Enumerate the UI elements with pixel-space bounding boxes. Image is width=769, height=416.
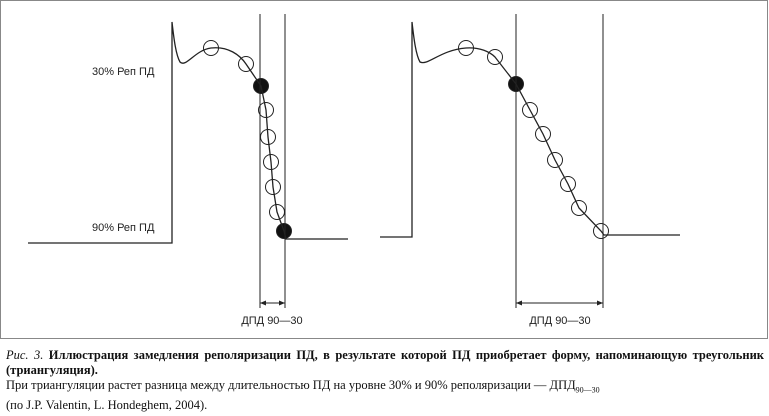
action-potential xyxy=(380,21,680,238)
caption-label: Рис. 3. xyxy=(6,348,44,362)
caption-source: (по J.P. Valentin, L. Hondeghem, 2004). xyxy=(6,398,208,412)
action-potential xyxy=(28,21,348,244)
measure-label: ДПД 90—30 xyxy=(241,315,302,327)
caption-title-text: Иллюстрация замедления реполяризации ПД,… xyxy=(6,348,765,377)
caption-body: При триангуляции растет разница между дл… xyxy=(6,378,764,413)
figure: 30% Реп ПД 90% Реп ПД ДПД 90—30 ДПД 90—3… xyxy=(0,0,768,339)
caption-body-text: При триангуляции растет разница между дл… xyxy=(6,378,576,392)
figure-border xyxy=(0,0,768,339)
caption-subscript: 90—30 xyxy=(575,385,600,395)
level-label: 90% Реп ПД xyxy=(92,222,155,234)
measure-label: ДПД 90—30 xyxy=(529,315,590,327)
level-label: 30% Реп ПД xyxy=(92,66,155,78)
caption-title: Рис. 3. Иллюстрация замедления реполяриз… xyxy=(6,348,764,377)
